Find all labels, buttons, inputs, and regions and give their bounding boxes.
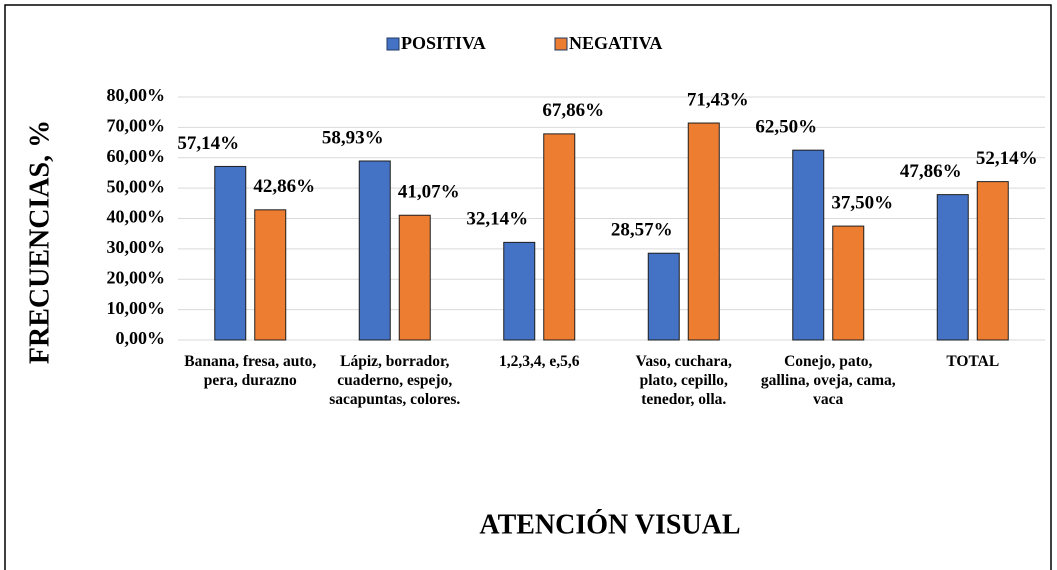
x-tick-label: Lápiz, borrador, cuaderno, espejo, sacap… — [329, 353, 461, 408]
y-tick-label: 20,00% — [107, 267, 166, 287]
data-label: 57,14% — [177, 133, 239, 154]
legend-label: POSITIVA — [401, 33, 486, 53]
y-tick-label: 80,00% — [107, 85, 166, 105]
bar — [936, 194, 969, 341]
x-tick-label: TOTAL — [946, 353, 1000, 370]
y-tick-label: 60,00% — [107, 146, 166, 166]
bar — [358, 160, 391, 341]
bar — [398, 214, 431, 341]
data-label: 58,93% — [322, 127, 384, 148]
bar — [976, 181, 1009, 341]
data-label: 32,14% — [466, 209, 528, 230]
bar — [503, 241, 536, 341]
x-tick-label: Banana, fresa, auto, pera, durazno — [184, 353, 317, 389]
legend-swatch — [386, 37, 400, 51]
data-label: 67,86% — [542, 100, 604, 121]
data-label: 52,14% — [976, 148, 1038, 169]
legend-swatch — [554, 37, 568, 51]
x-axis-title: ATENCIÓN VISUAL — [479, 509, 740, 540]
bar — [647, 252, 680, 341]
legend-label: NEGATIVA — [569, 33, 662, 53]
y-tick-label: 70,00% — [107, 116, 166, 136]
bar — [543, 133, 576, 341]
bar — [792, 149, 825, 341]
x-tick-label: Vaso, cuchara, plato, cepillo, tenedor, … — [635, 353, 732, 408]
bar — [832, 225, 865, 341]
data-label: 37,50% — [831, 192, 893, 213]
data-label: 71,43% — [687, 89, 749, 110]
bar — [254, 209, 287, 341]
y-tick-label: 40,00% — [107, 207, 166, 227]
y-axis-title: FRECUENCIAS, % — [24, 120, 55, 364]
data-label: 62,50% — [755, 117, 817, 138]
data-label: 41,07% — [398, 182, 460, 203]
x-tick-label: 1,2,3,4, e,5,6 — [498, 353, 580, 370]
x-tick-label: Conejo, pato, gallina, oveja, cama, vaca — [760, 353, 896, 408]
y-tick-label: 50,00% — [107, 176, 166, 196]
data-label: 42,86% — [253, 176, 315, 197]
bar — [687, 122, 720, 341]
y-tick-label: 0,00% — [116, 328, 166, 348]
frame — [4, 4, 1052, 570]
y-tick-label: 10,00% — [107, 298, 166, 318]
data-label: 47,86% — [900, 161, 962, 182]
y-tick-label: 30,00% — [107, 237, 166, 257]
data-label: 28,57% — [611, 220, 673, 241]
bar — [214, 165, 247, 341]
